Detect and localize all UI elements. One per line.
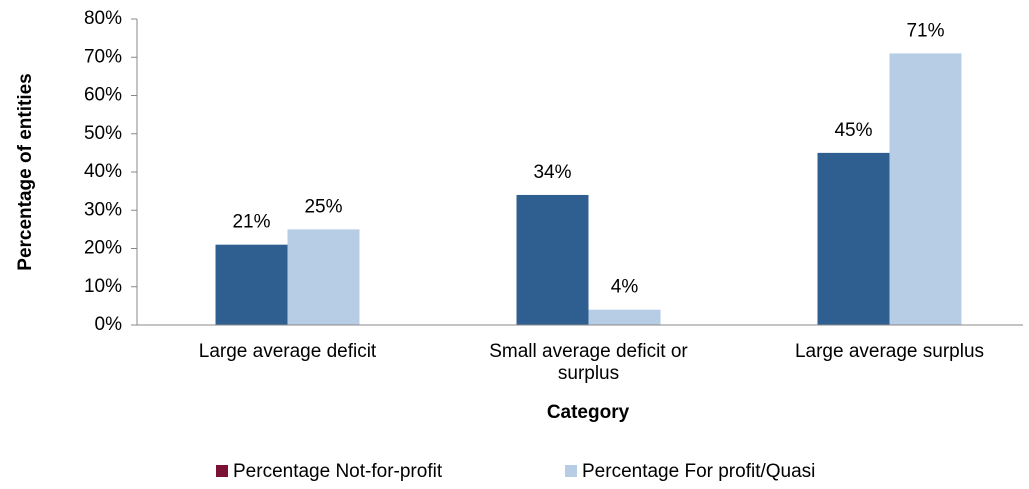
bar (215, 244, 288, 325)
data-label: 45% (834, 120, 872, 141)
bar (889, 53, 962, 326)
y-tick-label: 10% (84, 276, 122, 297)
data-label: 4% (611, 277, 639, 298)
data-label: 21% (232, 212, 270, 233)
x-tick-label: Large average surplus (794, 341, 985, 362)
y-axis-title: Percentage of entities (15, 73, 36, 270)
y-tick-label: 30% (84, 199, 122, 220)
y-tick-label: 0% (95, 314, 123, 335)
data-label: 25% (304, 196, 342, 217)
legend-label: Percentage Not-for-profit (233, 461, 443, 482)
y-tick-label: 40% (84, 161, 122, 182)
bar (588, 309, 661, 325)
y-tick-label: 20% (84, 238, 122, 259)
bar (516, 194, 589, 325)
data-label: 71% (906, 20, 944, 41)
y-tick-label: 60% (84, 85, 122, 106)
legend-label: Percentage For profit/Quasi (582, 461, 815, 482)
bar (287, 229, 360, 325)
x-tick-label: Small average deficit or surplus (489, 341, 688, 384)
x-axis-title: Category (547, 402, 630, 423)
y-tick-label: 80% (84, 8, 122, 29)
x-tick-label: Large average deficit (198, 341, 377, 362)
legend-swatch (216, 465, 228, 477)
y-tick-label: 50% (84, 123, 122, 144)
y-tick-label: 70% (84, 46, 122, 67)
legend-swatch (565, 465, 577, 477)
bar (817, 152, 890, 325)
data-label: 34% (533, 162, 571, 183)
